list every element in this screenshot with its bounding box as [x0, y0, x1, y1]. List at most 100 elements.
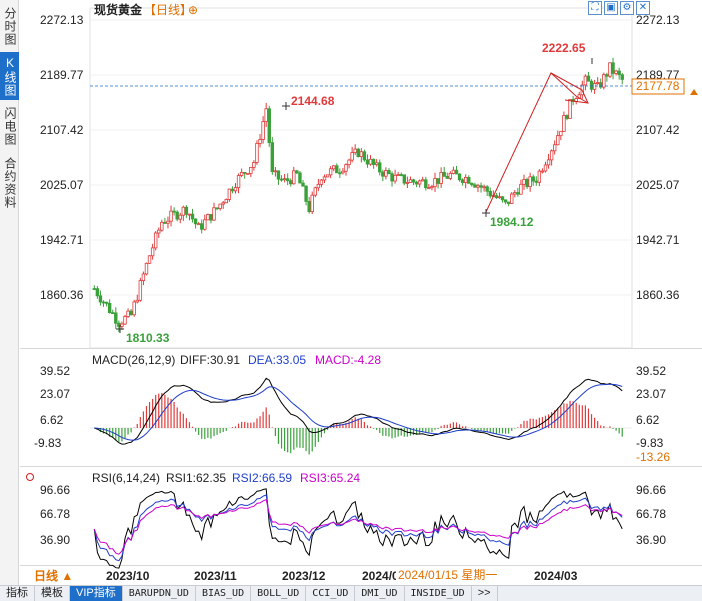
macd-tick-left: 39.52: [40, 364, 70, 378]
price-tick-left: 1860.36: [40, 288, 84, 302]
candle-body: [270, 142, 275, 172]
candle-body: [187, 213, 192, 216]
candle-body: [381, 171, 385, 177]
candle-body: [414, 181, 419, 185]
candle-body: [92, 288, 96, 290]
tab-boll[interactable]: BOLL_UD: [251, 586, 307, 601]
settings-icon[interactable]: ⚙: [620, 1, 634, 15]
candle-body: [479, 185, 483, 188]
candle-body: [611, 62, 615, 74]
candle-body: [298, 172, 302, 184]
macd-tick-left: 6.62: [40, 413, 64, 427]
side-tab-kline[interactable]: K线图: [0, 52, 19, 100]
candle-body: [292, 170, 296, 185]
candle-body: [374, 162, 379, 165]
side-tab-contract-info[interactable]: 合约资料: [3, 157, 17, 209]
candle-body: [476, 185, 480, 188]
candle-body: [138, 280, 143, 301]
tab-barupdn[interactable]: BARUPDN_UD: [123, 586, 196, 601]
close-icon[interactable]: ✕: [636, 1, 650, 15]
panel-divider: [20, 565, 702, 566]
candle-body: [150, 247, 155, 257]
candle-body: [258, 139, 262, 144]
candle-body: [516, 192, 520, 195]
rsi-tick-right: 36.90: [636, 533, 666, 547]
candle-body: [506, 201, 511, 204]
candle-body: [396, 174, 400, 176]
macd-dea-label: DEA:33.05: [248, 353, 306, 367]
candle-body: [344, 164, 348, 172]
macd-tick-right: 23.07: [636, 387, 666, 401]
candle-body: [497, 196, 502, 199]
macd-tick-right: 6.62: [636, 413, 660, 427]
candle-body: [285, 178, 290, 182]
price-tick-left: 1942.71: [40, 233, 84, 247]
side-tab-flash[interactable]: 闪电图: [3, 106, 17, 146]
candle-body: [166, 220, 170, 224]
candle-body: [608, 62, 612, 77]
tab-more-button[interactable]: >>: [472, 586, 498, 601]
candle-body: [405, 182, 410, 184]
candle-body: [390, 173, 394, 182]
swing-low-price-label: 1984.12: [490, 215, 534, 229]
candle-body: [157, 229, 161, 234]
candle-body: [356, 148, 360, 158]
candle-body: [215, 207, 219, 210]
candle-body: [427, 187, 431, 190]
candle-body: [304, 185, 308, 202]
zoom-icon: ⊕: [188, 3, 198, 17]
candle-body: [602, 74, 606, 88]
candle-body: [206, 214, 210, 221]
peak-price-label: 2144.68: [291, 94, 335, 108]
candle-body: [117, 322, 121, 327]
tab-cci[interactable]: CCI_UD: [306, 586, 356, 601]
candle-body: [101, 301, 106, 304]
side-tab-intraday[interactable]: 分时图: [3, 6, 17, 46]
candle-body: [144, 262, 149, 275]
candle-body: [387, 170, 391, 175]
candle-body: [279, 178, 284, 181]
restore-icon[interactable]: ▣: [604, 1, 618, 15]
candle-body: [132, 301, 136, 316]
rsi-tick-left: 96.66: [40, 483, 70, 497]
candle-body: [227, 188, 232, 200]
candle-body: [454, 169, 459, 175]
cursor-date-box: [396, 568, 506, 582]
tab-inside[interactable]: INSIDE_UD: [405, 586, 472, 601]
price-tick-right: 2272.13: [636, 13, 680, 27]
candle-body: [500, 196, 505, 201]
candle-body: [203, 219, 207, 230]
candle-body: [378, 162, 382, 173]
low-price-label: 1810.33: [126, 331, 170, 345]
candle-body: [104, 301, 109, 304]
candle-body: [605, 74, 609, 77]
expand-icon[interactable]: ⛶: [588, 1, 602, 15]
macd-current-label: -13.26: [636, 450, 670, 464]
candle-body: [445, 176, 449, 179]
candle-body: [267, 108, 271, 144]
candle-body: [583, 75, 588, 86]
candle-body: [264, 108, 268, 123]
candle-body: [282, 178, 287, 181]
candle-body: [147, 255, 152, 264]
rsi-title: RSI(6,14,24): [92, 471, 160, 485]
panel-divider: [20, 348, 702, 349]
tab-indicator[interactable]: 指标: [0, 586, 35, 601]
price-tick-right: 1942.71: [636, 233, 680, 247]
rsi-tick-left: 66.78: [40, 507, 70, 521]
chart-stage[interactable]: 现货黄金 【日线】 ⊕ 2272.13 2272.13 2189.77 2189.77 210…: [20, 0, 702, 585]
candle-body: [325, 174, 330, 178]
price-tick-left: 2189.77: [40, 68, 84, 82]
candle-body: [347, 159, 351, 166]
rsi-settings-icon[interactable]: [26, 473, 34, 481]
tab-vip-indicator[interactable]: VIP指标: [70, 586, 123, 601]
candle-body: [430, 186, 434, 189]
candle-body: [359, 151, 364, 158]
rsi3-label: RSI3:65.24: [300, 471, 360, 485]
tab-template[interactable]: 模板: [35, 586, 70, 601]
tab-bias[interactable]: BIAS_UD: [196, 586, 252, 601]
tab-dmi[interactable]: DMI_UD: [355, 586, 405, 601]
candle-body: [362, 151, 367, 161]
time-axis-label: 2023/10: [106, 569, 150, 583]
